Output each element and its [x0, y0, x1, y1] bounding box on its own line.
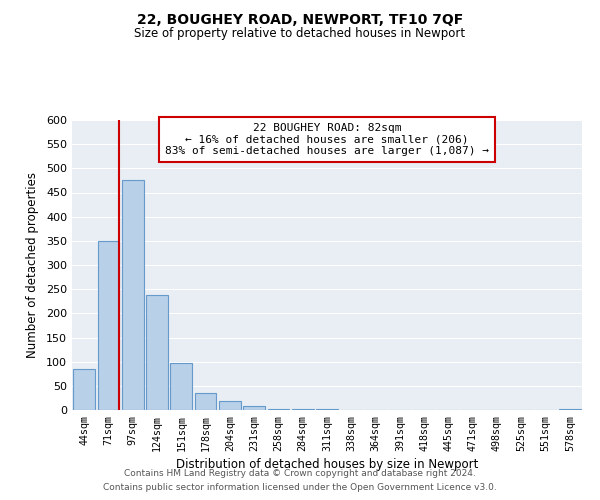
Bar — [73, 369, 95, 410]
Text: 22 BOUGHEY ROAD: 82sqm
← 16% of detached houses are smaller (206)
83% of semi-de: 22 BOUGHEY ROAD: 82sqm ← 16% of detached… — [165, 123, 489, 156]
Bar — [194, 393, 217, 410]
Bar — [268, 408, 289, 410]
Text: 22, BOUGHEY ROAD, NEWPORT, TF10 7QF: 22, BOUGHEY ROAD, NEWPORT, TF10 7QF — [137, 12, 463, 26]
Text: Contains HM Land Registry data © Crown copyright and database right 2024.: Contains HM Land Registry data © Crown c… — [124, 468, 476, 477]
Bar — [292, 409, 314, 410]
Text: Contains public sector information licensed under the Open Government Licence v3: Contains public sector information licen… — [103, 484, 497, 492]
X-axis label: Distribution of detached houses by size in Newport: Distribution of detached houses by size … — [176, 458, 478, 471]
Bar — [170, 363, 192, 410]
Bar — [122, 180, 143, 410]
Y-axis label: Number of detached properties: Number of detached properties — [26, 172, 39, 358]
Bar — [243, 406, 265, 410]
Bar — [219, 402, 241, 410]
Text: Size of property relative to detached houses in Newport: Size of property relative to detached ho… — [134, 28, 466, 40]
Bar — [146, 296, 168, 410]
Bar — [316, 409, 338, 410]
Bar — [559, 409, 581, 410]
Bar — [97, 241, 119, 410]
